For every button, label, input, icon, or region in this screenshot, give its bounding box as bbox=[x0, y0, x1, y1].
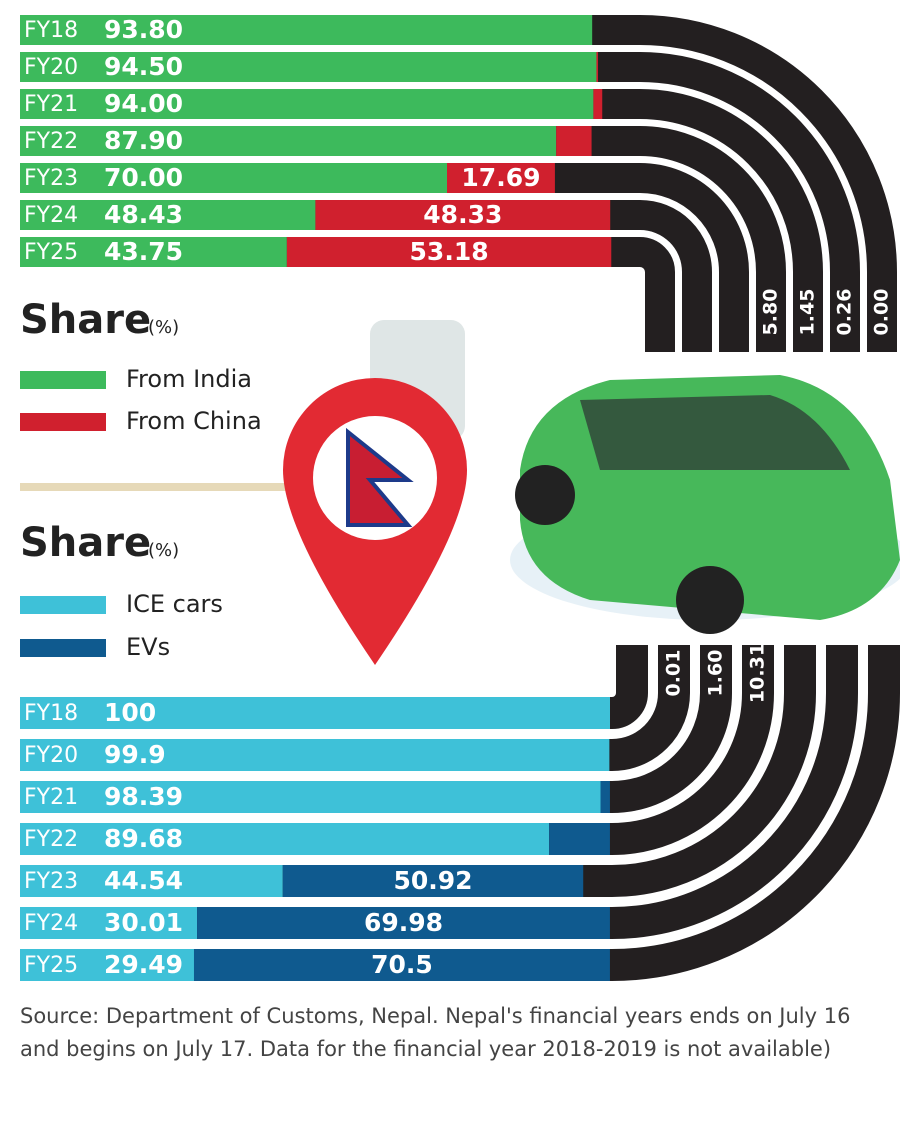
chart-title: Share bbox=[20, 520, 151, 566]
value-label: 17.69 bbox=[461, 163, 540, 192]
category-label: FY22 bbox=[24, 129, 78, 154]
bar-segment bbox=[549, 823, 610, 855]
legend-label: ICE cars bbox=[126, 590, 223, 618]
value-label: 70.00 bbox=[104, 163, 183, 192]
category-label: FY18 bbox=[24, 18, 78, 43]
value-label: 43.75 bbox=[104, 237, 183, 266]
bar-segment bbox=[556, 126, 591, 156]
bar-segment bbox=[20, 823, 549, 855]
legend-swatch bbox=[20, 596, 106, 614]
category-label: FY20 bbox=[24, 743, 78, 768]
value-label: 53.18 bbox=[410, 237, 489, 266]
value-label: 70.5 bbox=[371, 950, 433, 979]
category-label: FY24 bbox=[24, 911, 78, 936]
legend-swatch bbox=[20, 413, 106, 431]
value-label: 89.68 bbox=[104, 824, 183, 853]
legend-swatch bbox=[20, 371, 106, 389]
category-label: FY21 bbox=[24, 92, 78, 117]
category-label: FY25 bbox=[24, 240, 78, 265]
value-label: 69.98 bbox=[364, 908, 443, 937]
legend-label: From India bbox=[126, 365, 252, 393]
value-label: 0.00 bbox=[871, 289, 893, 336]
value-label: 87.90 bbox=[104, 126, 183, 155]
category-label: FY21 bbox=[24, 785, 78, 810]
value-label: 10.31 bbox=[747, 643, 769, 703]
value-label: 48.43 bbox=[104, 200, 183, 229]
legend-swatch bbox=[20, 639, 106, 657]
category-label: FY20 bbox=[24, 55, 78, 80]
value-label: 94.50 bbox=[104, 52, 183, 81]
value-label: 100 bbox=[104, 698, 156, 727]
category-label: FY23 bbox=[24, 869, 78, 894]
value-label: 1.45 bbox=[797, 289, 819, 336]
category-label: FY18 bbox=[24, 701, 78, 726]
value-label: 50.92 bbox=[393, 866, 472, 895]
legend-label: From China bbox=[126, 407, 262, 435]
value-label: 44.54 bbox=[104, 866, 183, 895]
category-label: FY24 bbox=[24, 203, 78, 228]
value-label: 94.00 bbox=[104, 89, 183, 118]
category-label: FY25 bbox=[24, 953, 78, 978]
bar-segment bbox=[601, 781, 610, 813]
value-label: 0.01 bbox=[663, 650, 685, 697]
legend-label: EVs bbox=[126, 633, 170, 661]
category-label: FY23 bbox=[24, 166, 78, 191]
value-label: 5.80 bbox=[760, 289, 782, 336]
chart-subtitle: (%) bbox=[148, 317, 179, 338]
page: Share(%)From IndiaFrom China93.800.00FY1… bbox=[0, 0, 900, 1124]
bar-segment bbox=[20, 126, 556, 156]
chart-title: Share bbox=[20, 297, 151, 343]
value-label: 0.26 bbox=[834, 289, 856, 336]
value-label: 48.33 bbox=[423, 200, 502, 229]
value-label: 30.01 bbox=[104, 908, 183, 937]
value-label: 99.9 bbox=[104, 740, 166, 769]
value-label: 1.60 bbox=[705, 650, 727, 697]
wheel bbox=[515, 465, 575, 525]
bar-segment bbox=[596, 52, 598, 82]
value-label: 93.80 bbox=[104, 15, 183, 44]
chart-subtitle: (%) bbox=[148, 540, 179, 561]
value-label: 98.39 bbox=[104, 782, 183, 811]
bar-segment bbox=[593, 89, 602, 119]
wheel bbox=[676, 566, 744, 634]
bar-segment bbox=[20, 163, 447, 193]
source-note: Source: Department of Customs, Nepal. Ne… bbox=[20, 1000, 860, 1066]
category-label: FY22 bbox=[24, 827, 78, 852]
value-label: 29.49 bbox=[104, 950, 183, 979]
